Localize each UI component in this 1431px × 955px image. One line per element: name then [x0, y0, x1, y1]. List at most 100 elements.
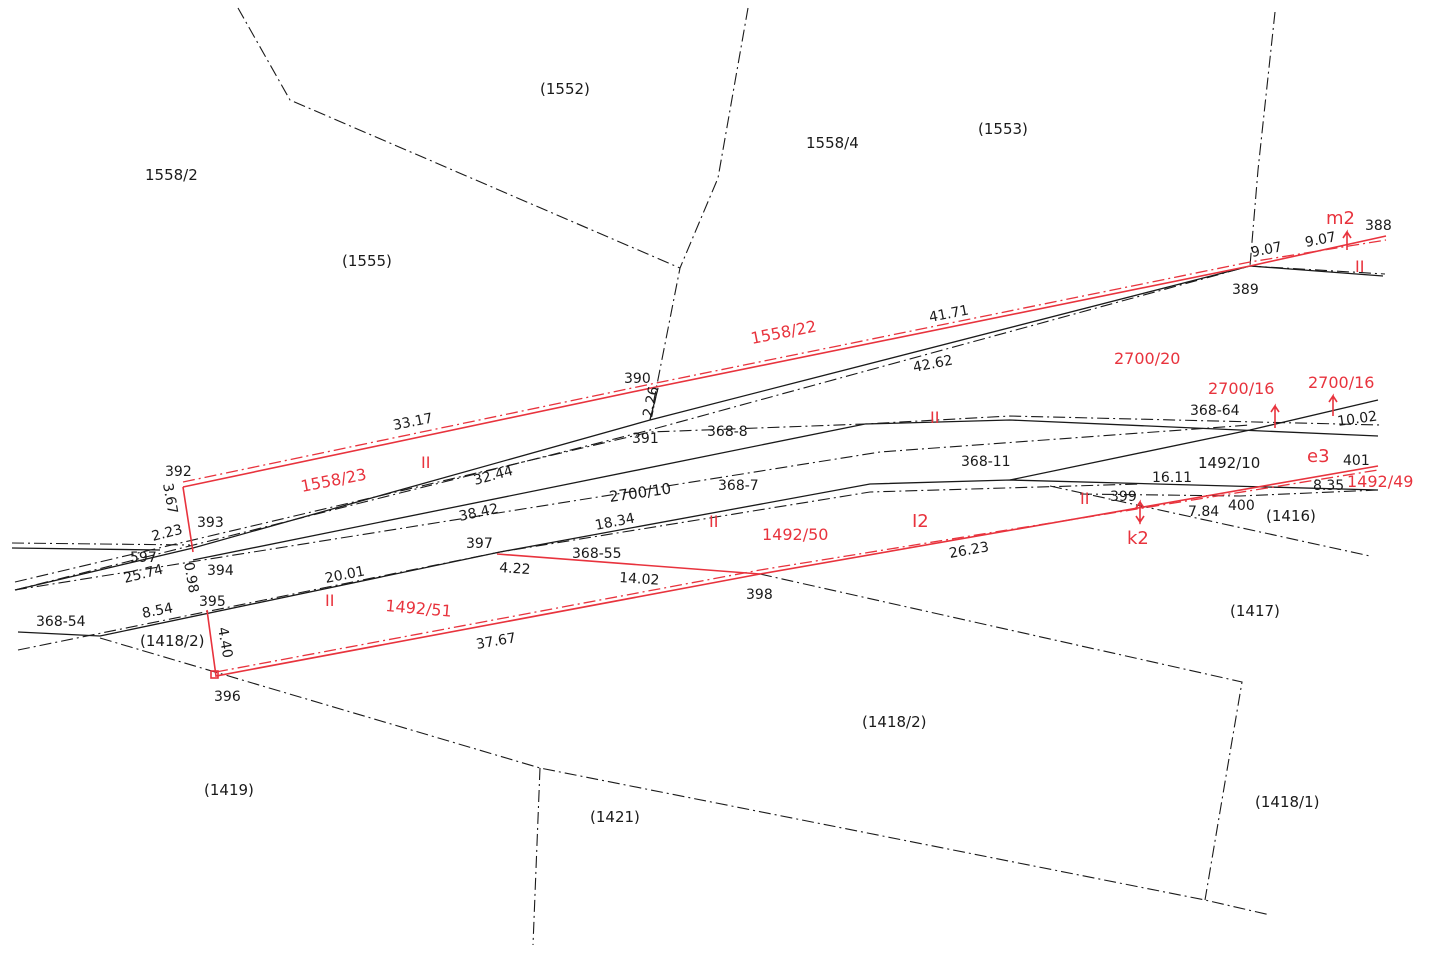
- parcel-1418-1: (1418/1): [1255, 793, 1319, 811]
- boundary-1421-west: [532, 767, 541, 946]
- red-mark-e3: e3: [1307, 446, 1330, 467]
- dist-26-23: 26.23: [948, 539, 990, 562]
- boundary-1416: [1049, 485, 1371, 557]
- red-1558-north: [182, 235, 1387, 488]
- parcel-1555: (1555): [342, 252, 392, 270]
- boundary-1552-1553: [649, 7, 749, 421]
- dist-42-62: 42.62: [912, 353, 954, 376]
- red-parcel-1558-22: 1558/22: [749, 317, 818, 348]
- line-road-north: [14, 265, 1384, 591]
- point-401: 401: [1343, 453, 1370, 469]
- red-point-396: [210, 670, 219, 679]
- point-390: 390: [624, 371, 651, 387]
- dist-41-71: 41.71: [928, 303, 970, 326]
- par-mark-368-8: II: [930, 408, 939, 427]
- parcel-1417: (1417): [1230, 602, 1280, 620]
- boundary-road-mid: [14, 424, 1251, 591]
- parcel-1418-2-west: (1418/2): [140, 632, 204, 650]
- point-398: 398: [746, 587, 773, 603]
- dist-4-40: 4.40: [214, 626, 235, 659]
- red-parcel-2700-16b: 2700/16: [1308, 373, 1374, 392]
- dist-8-54: 8.54: [141, 600, 175, 622]
- par-mark-399: II: [1080, 489, 1089, 508]
- red-397-398: [496, 553, 761, 575]
- dist-0-98: 0.98: [180, 561, 201, 594]
- point-389: 389: [1232, 282, 1259, 298]
- par-mark-20-01: II: [325, 591, 334, 610]
- point-393: 393: [197, 515, 224, 531]
- dist-3-67: 3.67: [159, 482, 180, 515]
- red-mark-m2: m2: [1326, 208, 1355, 229]
- red-lines: [182, 229, 1387, 679]
- parcel-1419: (1419): [204, 781, 254, 799]
- dist-25-74: 25.74: [122, 562, 165, 587]
- red-1558-north-dash: [182, 239, 1387, 483]
- parcel-2700-10: 2700/10: [608, 479, 672, 505]
- parcel-1553: (1553): [978, 120, 1028, 138]
- parcel-1558-4: 1558/4: [806, 134, 859, 152]
- point-395: 395: [199, 594, 226, 610]
- arrow-m2: [1342, 229, 1352, 250]
- parcel-1418-2: (1418/2): [862, 713, 926, 731]
- dist-4-22: 4.22: [499, 560, 531, 578]
- par-mark-1558-23: II: [421, 453, 430, 472]
- dist-10-02: 10.02: [1336, 409, 1378, 430]
- red-parcel-2700-20: 2700/20: [1114, 349, 1180, 368]
- red-mark-k2: k2: [1127, 528, 1149, 549]
- dist-33-17: 33.17: [392, 411, 434, 434]
- dist-8-35: 8.35: [1313, 478, 1344, 494]
- parcel-1416: (1416): [1266, 507, 1316, 525]
- parcel-368-54: 368-54: [36, 614, 86, 630]
- boundary-1552-1555: [237, 7, 681, 269]
- dist-16-11: 16.11: [1152, 470, 1192, 486]
- point-597: 597: [130, 550, 157, 566]
- parcel-368-64: 368-64: [1190, 403, 1240, 419]
- line-road-368-8: [192, 419, 1379, 561]
- point-labels: 388 389 390 391 392 393 394 395 396 397 …: [130, 218, 1392, 705]
- parcel-368-55: 368-55: [572, 546, 622, 562]
- dist-9-07-a: 9.07: [1250, 239, 1284, 261]
- parcel-1492-10: 1492/10: [1198, 454, 1260, 472]
- point-399: 399: [1110, 489, 1137, 505]
- boundary-lower-west: [99, 637, 1271, 916]
- parcel-labels: (1552) (1553) 1558/4 1558/2 (1555) 2700/…: [36, 80, 1319, 826]
- dist-2-26: 2.26: [640, 385, 662, 419]
- parcel-368-7: 368-7: [718, 478, 759, 494]
- line-597-west: [11, 547, 161, 551]
- parcel-368-11: 368-11: [961, 454, 1011, 470]
- boundary-1417-south: [759, 573, 1243, 901]
- dist-20-01: 20.01: [324, 564, 366, 587]
- arrow-2700-16a: [1270, 403, 1280, 428]
- line-390-391: [649, 387, 659, 421]
- line-1492-10: [1009, 399, 1379, 481]
- dist-7-84: 7.84: [1188, 504, 1219, 520]
- solid-lines: [11, 265, 1384, 637]
- point-392: 392: [165, 464, 192, 480]
- dist-2-23: 2.23: [150, 522, 184, 545]
- red-parcel-1492-49: 1492/49: [1347, 472, 1413, 491]
- boundary-south-road: [17, 483, 1141, 651]
- red-parcel-1492-51: 1492/51: [385, 596, 453, 621]
- red-mark-i2: I2: [912, 511, 929, 532]
- dist-9-07-b: 9.07: [1304, 229, 1338, 251]
- dist-14-02: 14.02: [619, 570, 660, 589]
- boundary-1558-2: [14, 265, 1386, 591]
- dist-32-44: 32.44: [472, 463, 515, 489]
- boundary-west-stub: [11, 542, 191, 546]
- dist-18-34: 18.34: [594, 511, 636, 534]
- point-396: 396: [214, 689, 241, 705]
- dist-37-67: 37.67: [475, 630, 517, 653]
- parcel-1558-2: 1558/2: [145, 166, 198, 184]
- point-394: 394: [207, 563, 234, 579]
- boundary-1553-east: [1249, 11, 1276, 267]
- red-parcel-1558-23: 1558/23: [299, 465, 368, 496]
- red-1492-dash: [215, 469, 1379, 673]
- par-mark-388: II: [1355, 257, 1364, 276]
- red-392-394: [182, 486, 194, 553]
- point-397: 397: [466, 536, 493, 552]
- line-road-368-7: [17, 479, 1379, 637]
- red-parcel-1492-50: 1492/50: [762, 525, 828, 544]
- parallel-marks: II II II II II II: [325, 257, 1364, 610]
- red-parcel-2700-16a: 2700/16: [1208, 379, 1274, 398]
